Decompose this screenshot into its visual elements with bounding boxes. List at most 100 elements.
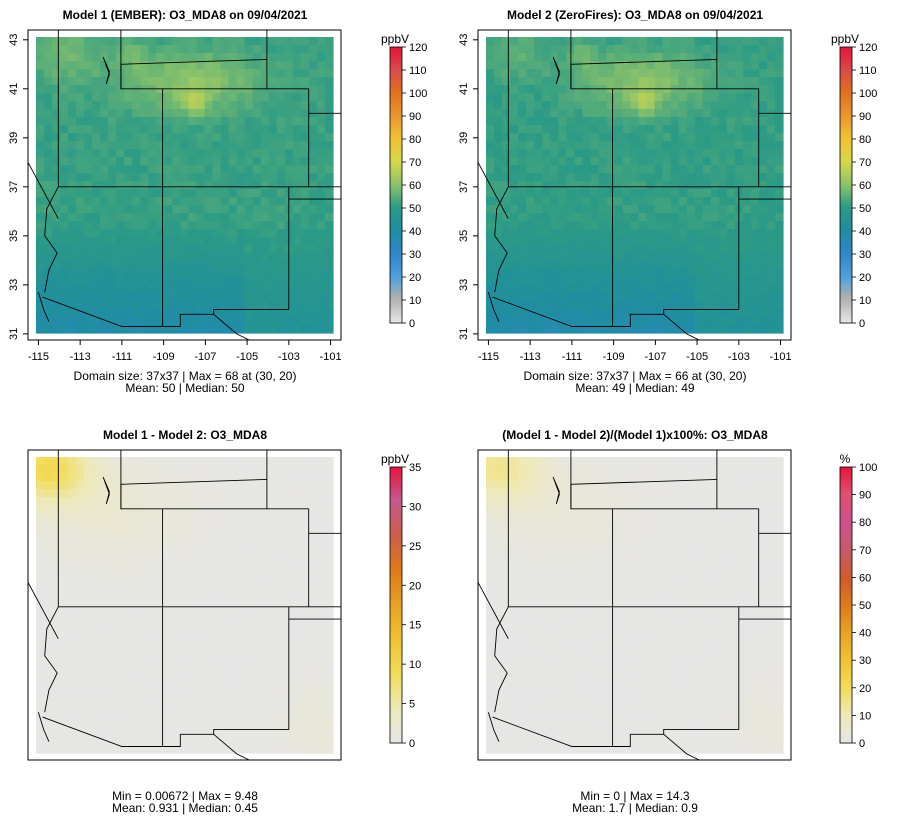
grid-cell xyxy=(582,93,591,102)
grid-cell xyxy=(92,729,101,738)
grid-cell xyxy=(188,325,198,334)
grid-cell xyxy=(60,713,69,722)
grid-cell xyxy=(204,117,214,126)
colorbar-segment xyxy=(840,203,852,207)
grid-cell xyxy=(68,689,77,698)
grid-cell xyxy=(228,553,238,562)
grid-cell xyxy=(316,181,326,190)
grid-cell xyxy=(598,45,608,54)
grid-cell xyxy=(252,457,262,466)
grid-cell xyxy=(774,317,784,326)
grid-cell xyxy=(108,285,117,294)
grid-cell xyxy=(292,641,302,650)
grid-cell xyxy=(276,237,286,246)
grid-cell xyxy=(654,61,664,70)
grid-cell xyxy=(196,117,206,126)
grid-cell xyxy=(766,309,776,318)
grid-cell xyxy=(156,545,166,554)
grid-cell xyxy=(84,649,93,658)
grid-cell xyxy=(212,261,222,270)
grid-cell xyxy=(36,705,45,714)
grid-cell xyxy=(316,633,326,642)
grid-cell xyxy=(758,513,768,522)
grid-cell xyxy=(60,93,69,102)
grid-cell xyxy=(228,253,238,262)
grid-cell xyxy=(116,245,125,254)
grid-cell xyxy=(180,237,190,246)
grid-cell xyxy=(614,253,624,262)
grid-cell xyxy=(148,317,158,326)
y-tick-label: 41 xyxy=(458,83,470,95)
grid-cell xyxy=(774,245,784,254)
grid-cell xyxy=(140,301,149,310)
grid-cell xyxy=(750,325,760,334)
grid-cell xyxy=(164,77,174,86)
grid-cell xyxy=(614,157,624,166)
grid-cell xyxy=(542,481,551,490)
grid-cell xyxy=(164,37,174,46)
grid-cell xyxy=(694,77,704,86)
x-tick-label: -115 xyxy=(478,351,499,363)
grid-cell xyxy=(252,713,262,722)
grid-cell xyxy=(108,165,117,174)
grid-cell xyxy=(606,309,616,318)
grid-cell xyxy=(132,37,141,46)
grid-cell xyxy=(702,253,712,262)
grid-cell xyxy=(276,521,286,530)
colorbar-segment xyxy=(840,265,852,269)
grid-cell xyxy=(116,93,125,102)
grid-cell xyxy=(710,473,720,482)
grid-cell xyxy=(502,125,511,134)
grid-cell xyxy=(44,601,53,610)
grid-cell xyxy=(726,45,736,54)
grid-cell xyxy=(36,457,45,466)
colorbar-tick-label: 120 xyxy=(409,42,427,54)
grid-cell xyxy=(228,465,238,474)
grid-cell xyxy=(68,569,77,578)
grid-cell xyxy=(204,245,214,254)
grid-cell xyxy=(510,69,519,78)
grid-cell xyxy=(108,545,117,554)
grid-cell xyxy=(654,93,664,102)
grid-cell xyxy=(164,93,174,102)
grid-cell xyxy=(100,77,109,86)
grid-cell xyxy=(76,317,85,326)
grid-cell xyxy=(316,729,326,738)
grid-cell xyxy=(76,189,85,198)
grid-cell xyxy=(252,181,262,190)
grid-cell xyxy=(702,61,712,70)
grid-cell xyxy=(268,513,278,522)
grid-cell xyxy=(526,221,535,230)
grid-cell xyxy=(694,309,704,318)
colorbar-segment xyxy=(390,187,402,191)
colorbar-segment xyxy=(390,662,402,666)
grid-cell xyxy=(52,641,61,650)
grid-cell xyxy=(542,221,551,230)
grid-cell xyxy=(268,665,278,674)
grid-cell xyxy=(244,149,254,158)
grid-cell xyxy=(260,689,270,698)
grid-cell xyxy=(276,697,286,706)
grid-cell xyxy=(108,181,117,190)
grid-cell xyxy=(92,189,101,198)
grid-cell xyxy=(750,465,760,474)
grid-cell xyxy=(300,721,310,730)
grid-cell xyxy=(228,173,238,182)
grid-cell xyxy=(670,61,680,70)
colorbar-segment xyxy=(840,311,852,315)
grid-cell xyxy=(686,157,696,166)
grid-cell xyxy=(116,165,125,174)
grid-cell xyxy=(598,325,608,334)
grid-cell xyxy=(678,325,688,334)
colorbar-segment xyxy=(840,109,852,112)
grid-cell xyxy=(36,93,45,102)
grid-cell xyxy=(510,221,519,230)
grid-cell xyxy=(316,561,326,570)
grid-cell xyxy=(156,237,166,246)
grid-cell xyxy=(718,473,728,482)
grid-cell xyxy=(566,221,575,230)
grid-cell xyxy=(702,521,712,530)
grid-cell xyxy=(260,317,270,326)
grid-cell xyxy=(300,593,310,602)
grid-cell xyxy=(220,61,230,70)
